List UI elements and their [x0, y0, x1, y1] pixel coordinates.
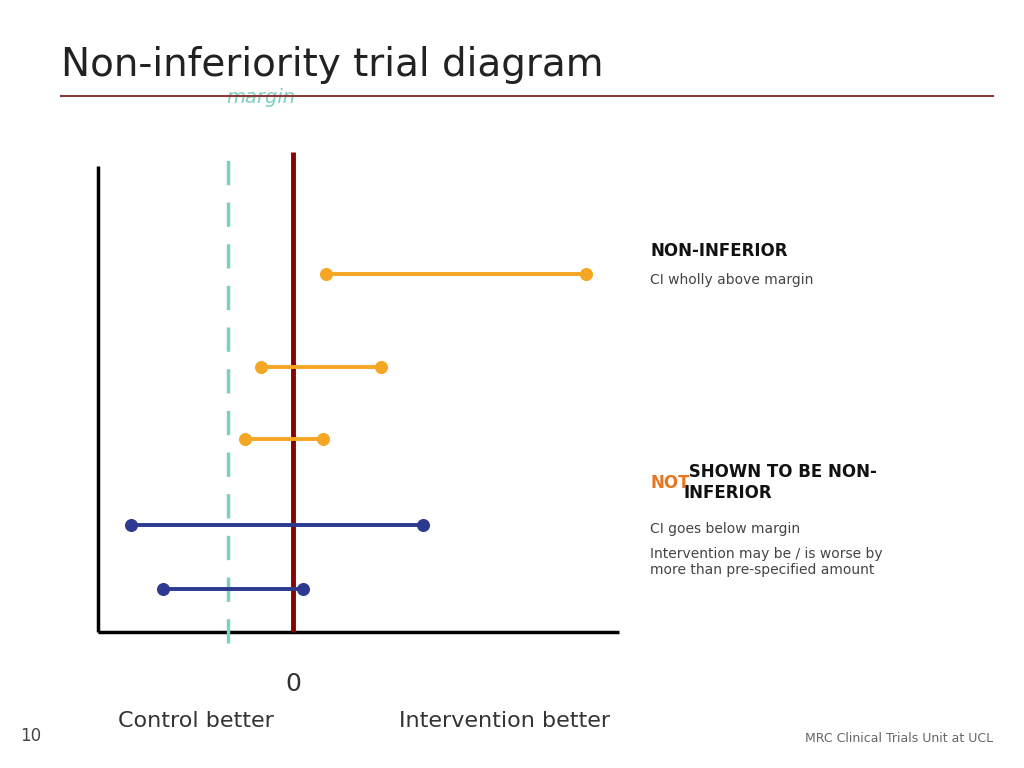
Text: CI goes below margin: CI goes below margin [650, 521, 801, 535]
Point [373, 361, 389, 373]
Point [155, 583, 171, 595]
Point [237, 432, 253, 445]
Text: Intervention better: Intervention better [399, 711, 610, 731]
Text: MRC Clinical Trials Unit at UCL: MRC Clinical Trials Unit at UCL [805, 732, 993, 745]
Text: CI wholly above margin: CI wholly above margin [650, 273, 814, 286]
Point [314, 432, 331, 445]
Text: Intervention may be / is worse by
more than pre-specified amount: Intervention may be / is worse by more t… [650, 547, 883, 577]
Text: NON-INFERIOR: NON-INFERIOR [650, 242, 787, 260]
Point [578, 268, 594, 280]
Point [123, 518, 139, 531]
Text: Control better: Control better [118, 711, 273, 731]
Point [253, 361, 269, 373]
Point [317, 268, 334, 280]
Point [295, 583, 311, 595]
Point [416, 518, 432, 531]
Text: 10: 10 [20, 727, 42, 745]
Text: NOT: NOT [650, 474, 690, 492]
Text: Non-inferiority trial diagram: Non-inferiority trial diagram [61, 46, 604, 84]
Text: 0: 0 [286, 672, 301, 696]
Text: margin: margin [226, 88, 295, 107]
Text: SHOWN TO BE NON-
INFERIOR: SHOWN TO BE NON- INFERIOR [683, 463, 877, 502]
